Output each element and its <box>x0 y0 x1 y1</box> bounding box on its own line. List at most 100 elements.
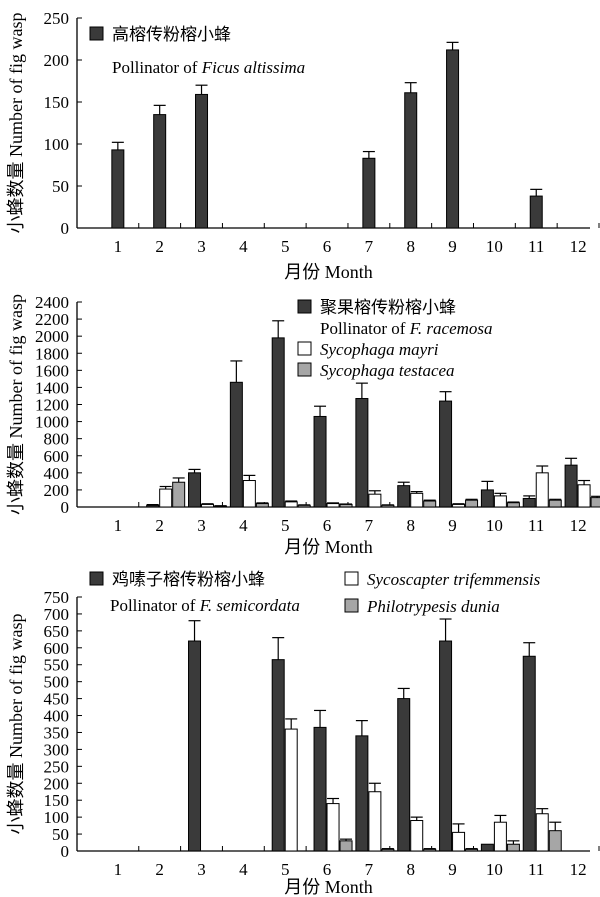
legend-label-1-line2: Pollinator of F. semicordata <box>110 596 300 615</box>
bar-series3-8 <box>423 500 437 508</box>
x-tick-label: 6 <box>323 860 332 879</box>
x-tick-label: 7 <box>365 237 374 256</box>
y-tick-label: 650 <box>44 622 70 641</box>
y-tick-label: 0 <box>61 498 70 517</box>
x-tick-label: 10 <box>486 237 503 256</box>
x-tick-label: 3 <box>197 860 206 879</box>
y-tick-label: 150 <box>44 93 70 112</box>
y-tick-label: 600 <box>44 639 70 658</box>
bar-series1-7 <box>362 157 376 229</box>
bar-series2-6 <box>326 503 340 508</box>
bar-series1-1 <box>111 149 125 229</box>
bar-series2-5 <box>284 501 298 508</box>
bar-series2-7 <box>368 493 382 508</box>
legend-label-1: 高榕传粉榕小蜂 <box>112 25 231 44</box>
bar-series1-11 <box>522 497 536 508</box>
bar-series1-10 <box>480 489 494 508</box>
x-tick-label: 5 <box>281 860 290 879</box>
bar-series3-8 <box>423 848 437 852</box>
bar-series2-10 <box>493 821 507 852</box>
bar-series2-9 <box>452 831 466 852</box>
legend-swatch-3 <box>297 362 312 377</box>
y-tick-label: 1000 <box>35 413 69 432</box>
x-tick-label: 11 <box>528 860 544 879</box>
x-tick-label: 4 <box>239 237 248 256</box>
x-tick-label: 2 <box>155 860 164 879</box>
x-tick-label: 9 <box>448 237 457 256</box>
legend-prefix: Pollinator of <box>112 58 202 77</box>
bar-series2-12 <box>577 484 591 508</box>
bar-series2-6 <box>326 803 340 852</box>
bar-series3-11 <box>548 830 562 852</box>
bar-series3-7 <box>381 848 395 852</box>
x-tick-label: 12 <box>570 237 587 256</box>
x-tick-label: 1 <box>114 860 123 879</box>
legend-swatch-2 <box>297 341 312 356</box>
legend: 鸡嗉子榕传粉榕小蜂 Pollinator of F. semicordata Syc… <box>89 570 541 616</box>
legend-swatch-3 <box>344 598 359 613</box>
chart-panel-3: 0501001502002503003504004505005506006507… <box>6 570 600 897</box>
legend-species: F. racemosa <box>409 319 493 338</box>
x-tick-label: 6 <box>323 237 332 256</box>
y-tick-label: 350 <box>44 723 70 742</box>
x-tick-label: 9 <box>448 516 457 535</box>
legend-prefix: Pollinator of <box>110 596 200 615</box>
bar-series2-9 <box>452 503 466 508</box>
bar-series1-5 <box>271 659 285 852</box>
bar-series1-2 <box>146 504 160 508</box>
bar-series3-12 <box>590 497 600 508</box>
y-tick-label: 250 <box>44 757 70 776</box>
bar-series3-2 <box>172 481 186 508</box>
y-tick-label: 100 <box>44 808 70 827</box>
bar-series1-8 <box>397 485 411 508</box>
bar-series3-11 <box>548 499 562 508</box>
bar-series1-5 <box>271 337 285 508</box>
y-tick-label: 200 <box>44 774 70 793</box>
x-tick-label: 5 <box>281 516 290 535</box>
y-tick-label: 1600 <box>35 361 69 380</box>
legend-label-2: Sycophaga mayri <box>320 340 439 359</box>
bar-series2-8 <box>410 820 424 852</box>
x-tick-label: 6 <box>323 516 332 535</box>
y-tick-label: 0 <box>61 842 70 861</box>
y-tick-label: 500 <box>44 673 70 692</box>
legend-swatch-1 <box>297 299 312 314</box>
y-tick-label: 2000 <box>35 327 69 346</box>
bar-series1-12 <box>564 464 578 508</box>
y-tick-label: 700 <box>44 605 70 624</box>
bar-series2-3 <box>201 503 215 508</box>
bar-series2-7 <box>368 791 382 852</box>
legend-label-3: Sycophaga testacea <box>320 361 455 380</box>
y-tick-label: 100 <box>44 135 70 154</box>
x-tick-label: 8 <box>406 237 415 256</box>
legend-swatch-2 <box>344 571 359 586</box>
x-tick-label: 4 <box>239 860 248 879</box>
y-tick-label: 2400 <box>35 293 69 312</box>
x-tick-label: 8 <box>406 516 415 535</box>
legend-label-1: 聚果榕传粉榕小蜂 <box>320 298 456 317</box>
legend-label-1-line2: Pollinator of Ficus altissima <box>112 58 305 77</box>
x-tick-label: 2 <box>155 237 164 256</box>
bar-series1-4 <box>229 381 243 508</box>
y-tick-label: 300 <box>44 740 70 759</box>
x-tick-label: 4 <box>239 516 248 535</box>
y-tick-label: 0 <box>61 219 70 238</box>
bar-series3-9 <box>465 848 479 852</box>
y-tick-label: 200 <box>44 51 70 70</box>
bar-series2-2 <box>159 488 173 508</box>
y-tick-label: 550 <box>44 656 70 675</box>
x-tick-label: 5 <box>281 237 290 256</box>
bar-series3-7 <box>381 504 395 508</box>
y-tick-label: 2200 <box>35 310 69 329</box>
x-axis-label: 月份 Month <box>284 877 373 897</box>
bar-series3-6 <box>339 840 353 852</box>
bar-series1-6 <box>313 726 327 852</box>
x-tick-label: 12 <box>570 860 587 879</box>
x-tick-label: 11 <box>528 237 544 256</box>
bar-series1-10 <box>480 843 494 852</box>
y-tick-label: 750 <box>44 588 70 607</box>
y-tick-label: 400 <box>44 707 70 726</box>
x-tick-label: 10 <box>486 516 503 535</box>
x-tick-label: 2 <box>155 516 164 535</box>
